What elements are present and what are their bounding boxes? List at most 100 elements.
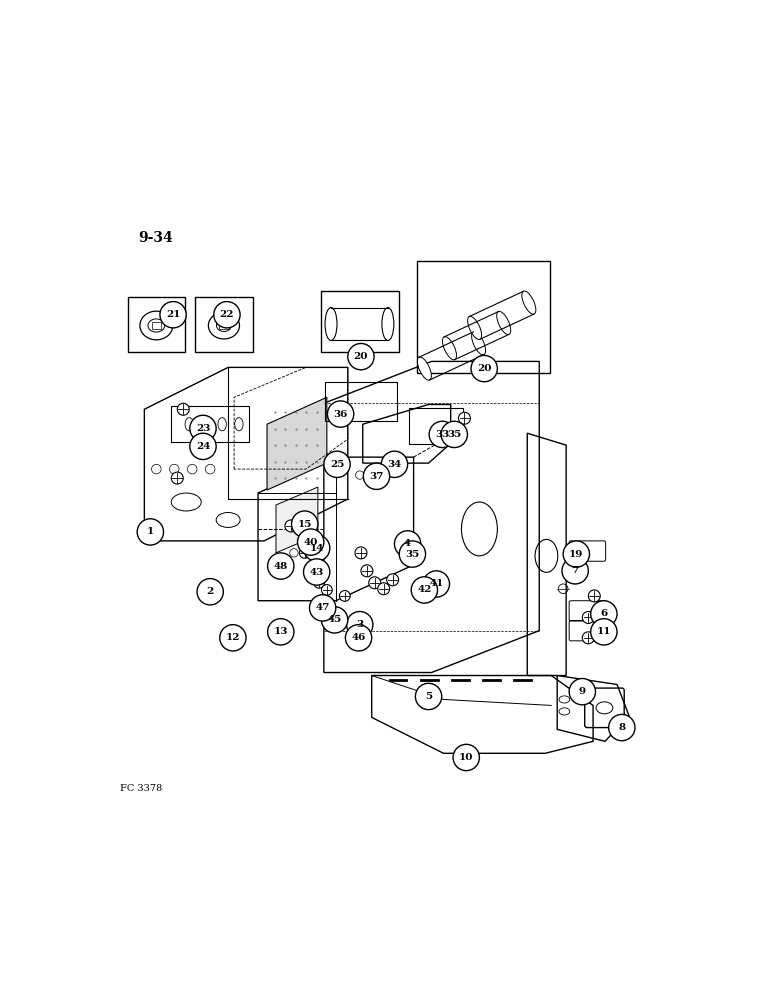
Circle shape — [321, 585, 332, 595]
Circle shape — [564, 541, 590, 567]
Circle shape — [361, 565, 373, 577]
Circle shape — [190, 433, 216, 460]
Text: 48: 48 — [273, 562, 288, 571]
Circle shape — [178, 403, 189, 415]
Text: 22: 22 — [220, 310, 234, 319]
Circle shape — [292, 511, 318, 537]
Circle shape — [608, 714, 635, 741]
Text: 10: 10 — [459, 753, 473, 762]
Circle shape — [214, 302, 240, 328]
Text: 12: 12 — [225, 633, 240, 642]
Circle shape — [297, 529, 324, 555]
Circle shape — [453, 744, 479, 771]
Circle shape — [220, 625, 246, 651]
Circle shape — [381, 451, 408, 477]
Ellipse shape — [418, 357, 432, 380]
Circle shape — [441, 421, 468, 448]
Circle shape — [303, 535, 330, 561]
Text: 8: 8 — [618, 723, 625, 732]
Circle shape — [310, 595, 336, 621]
Circle shape — [588, 590, 601, 602]
Circle shape — [399, 541, 425, 567]
Circle shape — [582, 611, 594, 623]
Ellipse shape — [496, 311, 511, 335]
Text: 25: 25 — [330, 460, 344, 469]
Circle shape — [321, 607, 348, 633]
Text: 3: 3 — [356, 620, 364, 629]
Text: 23: 23 — [196, 424, 210, 433]
Circle shape — [459, 412, 470, 424]
Text: 14: 14 — [310, 544, 324, 553]
Circle shape — [137, 519, 164, 545]
Text: 19: 19 — [569, 550, 584, 559]
Circle shape — [394, 531, 421, 557]
Text: 37: 37 — [369, 472, 384, 481]
Text: 34: 34 — [388, 460, 401, 469]
Text: 47: 47 — [316, 603, 330, 612]
Circle shape — [197, 579, 223, 605]
Text: 20: 20 — [354, 352, 368, 361]
Circle shape — [569, 679, 595, 705]
Circle shape — [415, 683, 442, 710]
Circle shape — [160, 302, 186, 328]
Circle shape — [348, 343, 374, 370]
Text: 11: 11 — [597, 627, 611, 636]
Text: 45: 45 — [327, 615, 342, 624]
Circle shape — [300, 547, 310, 558]
Text: 35: 35 — [447, 430, 462, 439]
Polygon shape — [276, 487, 318, 553]
Text: 9: 9 — [579, 687, 586, 696]
Circle shape — [345, 625, 372, 651]
Text: 33: 33 — [435, 430, 449, 439]
Text: 35: 35 — [405, 550, 419, 559]
Text: 40: 40 — [303, 538, 318, 547]
Text: 6: 6 — [601, 609, 608, 618]
Text: FC 3378: FC 3378 — [120, 784, 163, 793]
Text: 5: 5 — [425, 692, 432, 701]
Ellipse shape — [442, 337, 456, 360]
Ellipse shape — [325, 308, 337, 340]
Circle shape — [378, 583, 390, 595]
Circle shape — [411, 577, 438, 603]
Circle shape — [591, 601, 617, 627]
Text: 21: 21 — [166, 310, 181, 319]
Circle shape — [171, 472, 183, 484]
Circle shape — [303, 559, 330, 585]
Text: 7: 7 — [571, 566, 579, 575]
Ellipse shape — [382, 308, 394, 340]
Circle shape — [190, 415, 216, 442]
Text: 9-34: 9-34 — [138, 231, 173, 245]
Text: 41: 41 — [429, 579, 444, 588]
Text: 13: 13 — [273, 627, 288, 636]
Circle shape — [387, 574, 398, 586]
Circle shape — [562, 558, 588, 584]
Text: 20: 20 — [477, 364, 492, 373]
Circle shape — [369, 577, 381, 589]
Text: 24: 24 — [196, 442, 210, 451]
Circle shape — [285, 520, 297, 532]
Polygon shape — [267, 397, 327, 490]
Ellipse shape — [468, 316, 482, 339]
Circle shape — [403, 550, 415, 562]
Circle shape — [268, 553, 294, 579]
Ellipse shape — [522, 291, 536, 314]
Circle shape — [313, 577, 324, 588]
Circle shape — [327, 401, 354, 427]
Circle shape — [347, 611, 373, 638]
Text: 42: 42 — [417, 585, 432, 594]
Ellipse shape — [472, 332, 486, 355]
Circle shape — [582, 632, 594, 644]
Circle shape — [268, 619, 294, 645]
Text: 36: 36 — [334, 410, 348, 419]
Text: 4: 4 — [404, 539, 411, 548]
Circle shape — [471, 355, 497, 382]
Text: 2: 2 — [207, 587, 214, 596]
Circle shape — [355, 547, 367, 559]
Circle shape — [423, 571, 449, 597]
Text: 1: 1 — [147, 527, 154, 536]
Circle shape — [340, 591, 350, 601]
Text: 46: 46 — [351, 633, 366, 642]
Circle shape — [429, 421, 455, 448]
Circle shape — [305, 562, 316, 573]
Text: 43: 43 — [310, 568, 323, 577]
